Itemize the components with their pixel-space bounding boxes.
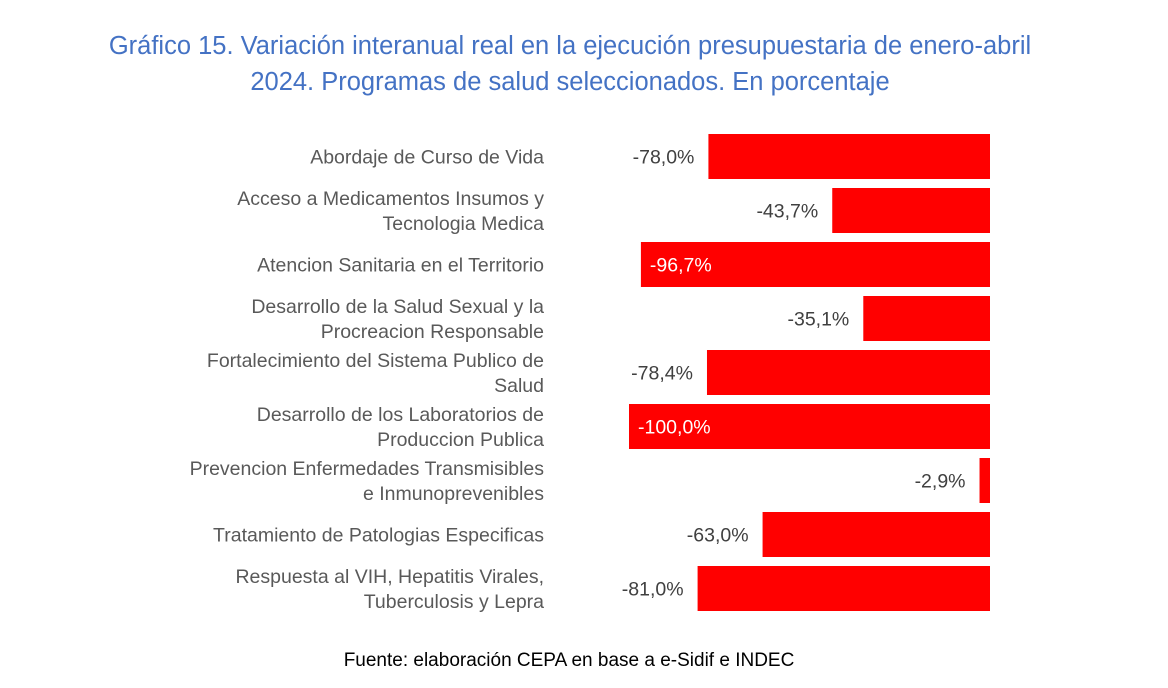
category-label: Procreacion Responsable — [321, 321, 544, 343]
category-label: Desarrollo de los Laboratorios de — [257, 404, 544, 426]
category-label: Fortalecimiento del Sistema Publico de — [207, 350, 544, 372]
category-label: Salud — [494, 375, 544, 397]
data-label: -2,9% — [915, 471, 966, 493]
bar — [863, 296, 990, 341]
source-note: Fuente: elaboración CEPA en base a e-Sid… — [343, 650, 795, 671]
bar — [640, 242, 990, 287]
bar — [706, 350, 990, 395]
category-label: e Inmunoprevenibles — [363, 483, 544, 505]
category-label: Tratamiento de Patologias Especificas — [213, 525, 544, 547]
category-label: Acceso a Medicamentos Insumos y — [237, 188, 544, 210]
chart-title: Gráfico 15. Variación interanual real en… — [0, 28, 1140, 100]
data-label: -100,0% — [638, 417, 711, 439]
bar — [629, 404, 990, 449]
data-label: -63,0% — [687, 525, 749, 547]
category-label: Desarrollo de la Salud Sexual y la — [251, 296, 544, 318]
category-label: Tuberculosis y Lepra — [364, 591, 544, 613]
data-label: -78,4% — [631, 363, 693, 385]
chart-title-line-1: Gráfico 15. Variación interanual real en… — [108, 32, 1032, 60]
category-label: Respuesta al VIH, Hepatitis Virales, — [235, 566, 544, 588]
category-label: Abordaje de Curso de Vida — [310, 147, 544, 169]
bar — [979, 458, 990, 503]
category-label: Produccion Publica — [377, 429, 544, 451]
data-label: -96,7% — [650, 255, 712, 277]
bar — [832, 188, 990, 233]
category-label: Tecnologia Medica — [382, 213, 544, 235]
data-label: -35,1% — [787, 309, 849, 331]
category-label: Atencion Sanitaria en el Territorio — [257, 255, 544, 277]
bar — [762, 512, 990, 557]
bar — [697, 566, 990, 611]
data-label: -43,7% — [756, 201, 818, 223]
data-label: -78,0% — [633, 147, 695, 169]
chart-title-line-2: 2024. Programas de salud seleccionados. … — [250, 68, 890, 96]
category-label: Prevencion Enfermedades Transmisibles — [190, 458, 545, 480]
data-label: -81,0% — [622, 579, 684, 601]
bar — [708, 134, 990, 179]
